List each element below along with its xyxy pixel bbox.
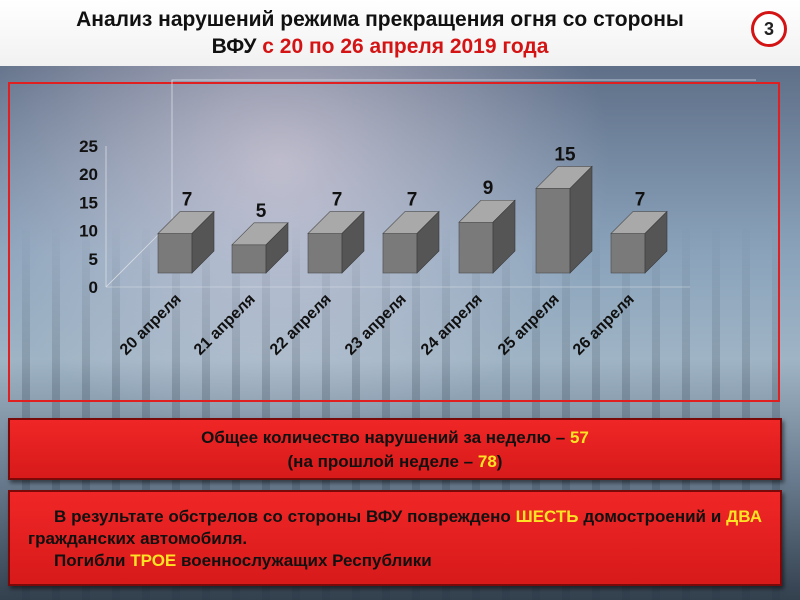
y-tick-label: 0: [89, 278, 98, 297]
bar-side: [492, 199, 516, 274]
x-tick-label: 23 апреля: [342, 291, 410, 359]
y-tick-label: 20: [79, 165, 98, 184]
bar-front: [382, 233, 418, 274]
x-tick-label: 24 апреля: [418, 291, 486, 359]
casualties-text-1: Погибли: [54, 551, 126, 570]
damage-text-1: В результате обстрелов со стороны ВФУ по…: [54, 507, 511, 526]
bar-side: [569, 165, 593, 274]
weekly-total-box: Общее количество нарушений за неделю – 5…: [8, 418, 782, 480]
title-line-2-prefix: ВФУ: [211, 35, 257, 58]
chart-frame: [8, 82, 780, 402]
x-tick-label: 20 апреля: [117, 291, 185, 359]
bar-front: [458, 221, 494, 274]
previous-week-line: (на прошлой неделе – 78): [10, 450, 780, 474]
weekly-total-value: 57: [569, 428, 589, 447]
page-number-badge: 3: [751, 11, 787, 47]
y-tick-label: 25: [79, 137, 98, 156]
damage-text-3: гражданских автомобиля.: [28, 529, 248, 548]
bar-side: [265, 222, 289, 274]
data-label: 7: [407, 190, 418, 211]
bar-front: [157, 233, 193, 274]
damage-details-box: В результате обстрелов со стороны ВФУ по…: [8, 490, 782, 586]
title-date-range: с 20 по 26 апреля 2019 года: [262, 35, 549, 58]
y-tick-label: 5: [89, 250, 98, 269]
y-tick-label: 15: [79, 193, 98, 212]
weekly-total-label: Общее количество нарушений за неделю –: [201, 428, 566, 447]
casualties-paragraph: Погибли ТРОЕ военнослужащих Республики: [28, 550, 762, 572]
damaged-cars-count: ДВА: [726, 507, 762, 526]
x-tick-label: 25 апреля: [495, 291, 563, 359]
bar-front: [307, 233, 343, 274]
x-tick-label: 22 апреля: [267, 291, 335, 359]
data-label: 7: [332, 190, 343, 211]
damaged-houses-count: ШЕСТЬ: [515, 507, 579, 526]
bar-side: [341, 210, 365, 274]
slide-title: Анализ нарушений режима прекращения огня…: [20, 6, 740, 60]
bar-side: [644, 210, 668, 274]
weekly-total-line: Общее количество нарушений за неделю – 5…: [10, 426, 780, 450]
title-line-2: ВФУ с 20 по 26 апреля 2019 года: [20, 33, 740, 60]
title-line-1: Анализ нарушений режима прекращения огня…: [76, 8, 684, 31]
data-label: 9: [483, 178, 494, 199]
data-label: 15: [554, 144, 576, 165]
previous-week-close-paren: ): [496, 452, 503, 471]
damage-paragraph: В результате обстрелов со стороны ВФУ по…: [28, 506, 762, 550]
x-tick-label: 26 апреля: [570, 291, 638, 359]
bar-front: [610, 233, 646, 274]
data-label: 7: [635, 190, 646, 211]
bar-side: [191, 210, 215, 274]
damage-text-2: домостроений и: [583, 507, 722, 526]
previous-week-label: (на прошлой неделе –: [287, 452, 474, 471]
data-label: 7: [182, 190, 193, 211]
previous-week-value: 78: [477, 452, 497, 471]
data-label: 5: [256, 201, 267, 222]
slide-header: Анализ нарушений режима прекращения огня…: [0, 0, 800, 66]
casualties-text-2: военнослужащих Республики: [181, 551, 432, 570]
bar-front: [231, 244, 267, 274]
chart-back-wall: [105, 79, 756, 288]
bar-side: [416, 210, 440, 274]
x-tick-label: 21 апреля: [191, 291, 259, 359]
bar-front: [535, 188, 571, 274]
casualties-count: ТРОЕ: [130, 551, 177, 570]
y-tick-label: 10: [79, 222, 98, 241]
